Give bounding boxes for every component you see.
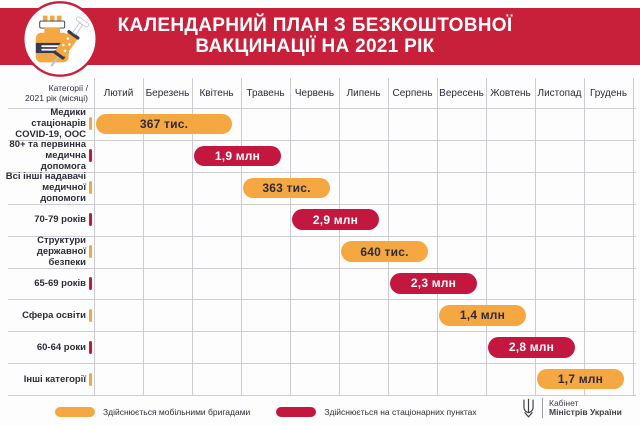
row-method-tick [88,372,92,386]
row-method-tick [88,340,92,354]
vaccine-syringe-icon [21,0,99,78]
row-label-line: Всі інші надавачі [5,171,86,183]
gantt-bar: 2,9 млн [292,209,379,230]
gantt-bar: 1,7 млн [537,368,624,390]
row-label-line: 60-64 роки [36,341,86,353]
grid-hline [8,331,636,333]
row-method-tick [88,213,92,227]
grid-hline [8,267,636,269]
org-name-line1: Кабінет [549,397,579,408]
month-header-6: Липень [346,87,381,99]
axis-corner-line2: 2021 рік (місяці) [25,93,88,103]
grid-hline [8,139,636,141]
row-label: 60-64 роки [0,331,86,363]
row-label-line: Структури [37,235,86,247]
org-name-line2: Міністрів України [549,407,622,417]
month-header-8: Вересень [439,87,484,99]
logo-divider [542,398,543,418]
axis-corner-line1: Категорії / [48,82,88,93]
grid-hline [8,203,636,205]
month-header-4: Травень [246,87,285,99]
row-label: 65-69 років [0,268,86,300]
row-label: Сфера освіти [0,299,86,331]
row-label-line: медична допомога [40,150,86,173]
syringe-icon [50,16,90,67]
row-label-line: 80+ та первинна [9,139,86,151]
row-method-tick [88,276,92,290]
header-banner [0,8,640,65]
row-label: 70-79 років [0,204,86,236]
row-method-tick [88,181,92,195]
page-title-line1: КАЛЕНДАРНИЙ ПЛАН З БЕЗКОШТОВНОЇ [117,15,513,36]
row-label: Структури державної безпеки [0,235,86,269]
month-header-10: Листопад [537,87,582,99]
row-label-line: COVID-19, ООС [15,129,86,141]
grid-hline [8,171,636,173]
gantt-bar: 363 тис. [243,177,330,198]
month-header-11: Грудень [589,87,628,99]
row-label-line: державної безпеки [36,246,86,269]
row-label: Інші категорії [0,363,86,395]
grid-hline [8,235,636,237]
month-header-2: Березень [145,87,190,99]
legend-item: Здійснюється на стаціонарних пунктах [276,406,477,418]
row-method-tick [88,245,92,259]
month-header-1: Лютий [103,87,134,99]
orange-swatch [55,406,95,418]
row-label-line: Медики стаціонарів [31,107,86,130]
row-label-line: 70-79 років [34,214,86,226]
row-method-tick [88,308,92,322]
grid-hline [8,108,636,109]
row-label-line: медичної допомоги [40,182,86,205]
legend-label: Здійснюється на стаціонарних пунктах [324,407,477,417]
gantt-bar: 2,3 млн [390,273,477,294]
red-swatch [276,406,317,418]
grid-hline [8,299,636,301]
page-title: КАЛЕНДАРНИЙ ПЛАН З БЕЗКОШТОВНОЇ ВАКЦИНАЦ… [105,11,525,61]
month-header-9: Жовтень [490,87,531,99]
month-header-7: Серпень [392,87,433,99]
cabinet-of-ministers-logo: Кабінет Міністрів України [520,397,622,419]
row-label-line: Сфера освіти [22,309,86,321]
legend-item: Здійснюється мобільними бригадами [55,406,251,418]
row-method-tick [88,117,92,131]
legend-label: Здійснюється мобільними бригадами [103,407,251,417]
grid-hline [8,363,636,365]
row-label-line: 65-69 років [34,277,86,289]
page-title-line2: ВАКЦИНАЦІЇ НА 2021 РІК [195,36,435,57]
axis-corner-label: Категорії / 2021 рік (місяці) [0,78,88,108]
gantt-bar: 1,4 млн [439,305,526,326]
row-method-tick [88,149,92,163]
grid-hline [8,395,636,397]
month-header-3: Квітень [199,87,234,99]
gantt-bar: 640 тис. [341,241,428,262]
row-label-line: Інші категорії [23,373,86,385]
trident-icon [523,398,534,417]
gantt-bar: 2,8 млн [488,337,575,358]
gantt-bar: 1,9 млн [194,145,281,167]
row-label: Медики стаціонарів COVID-19, ООС [0,107,86,141]
gantt-bar: 367 тис. [96,113,232,135]
row-label: 80+ та первинна медична допомога [0,139,86,173]
row-label: Всі інші надавачі медичної допомоги [0,171,86,205]
month-header-5: Червень [294,87,335,99]
legend: Здійснюється мобільними бригадами Здійсню… [55,404,477,420]
